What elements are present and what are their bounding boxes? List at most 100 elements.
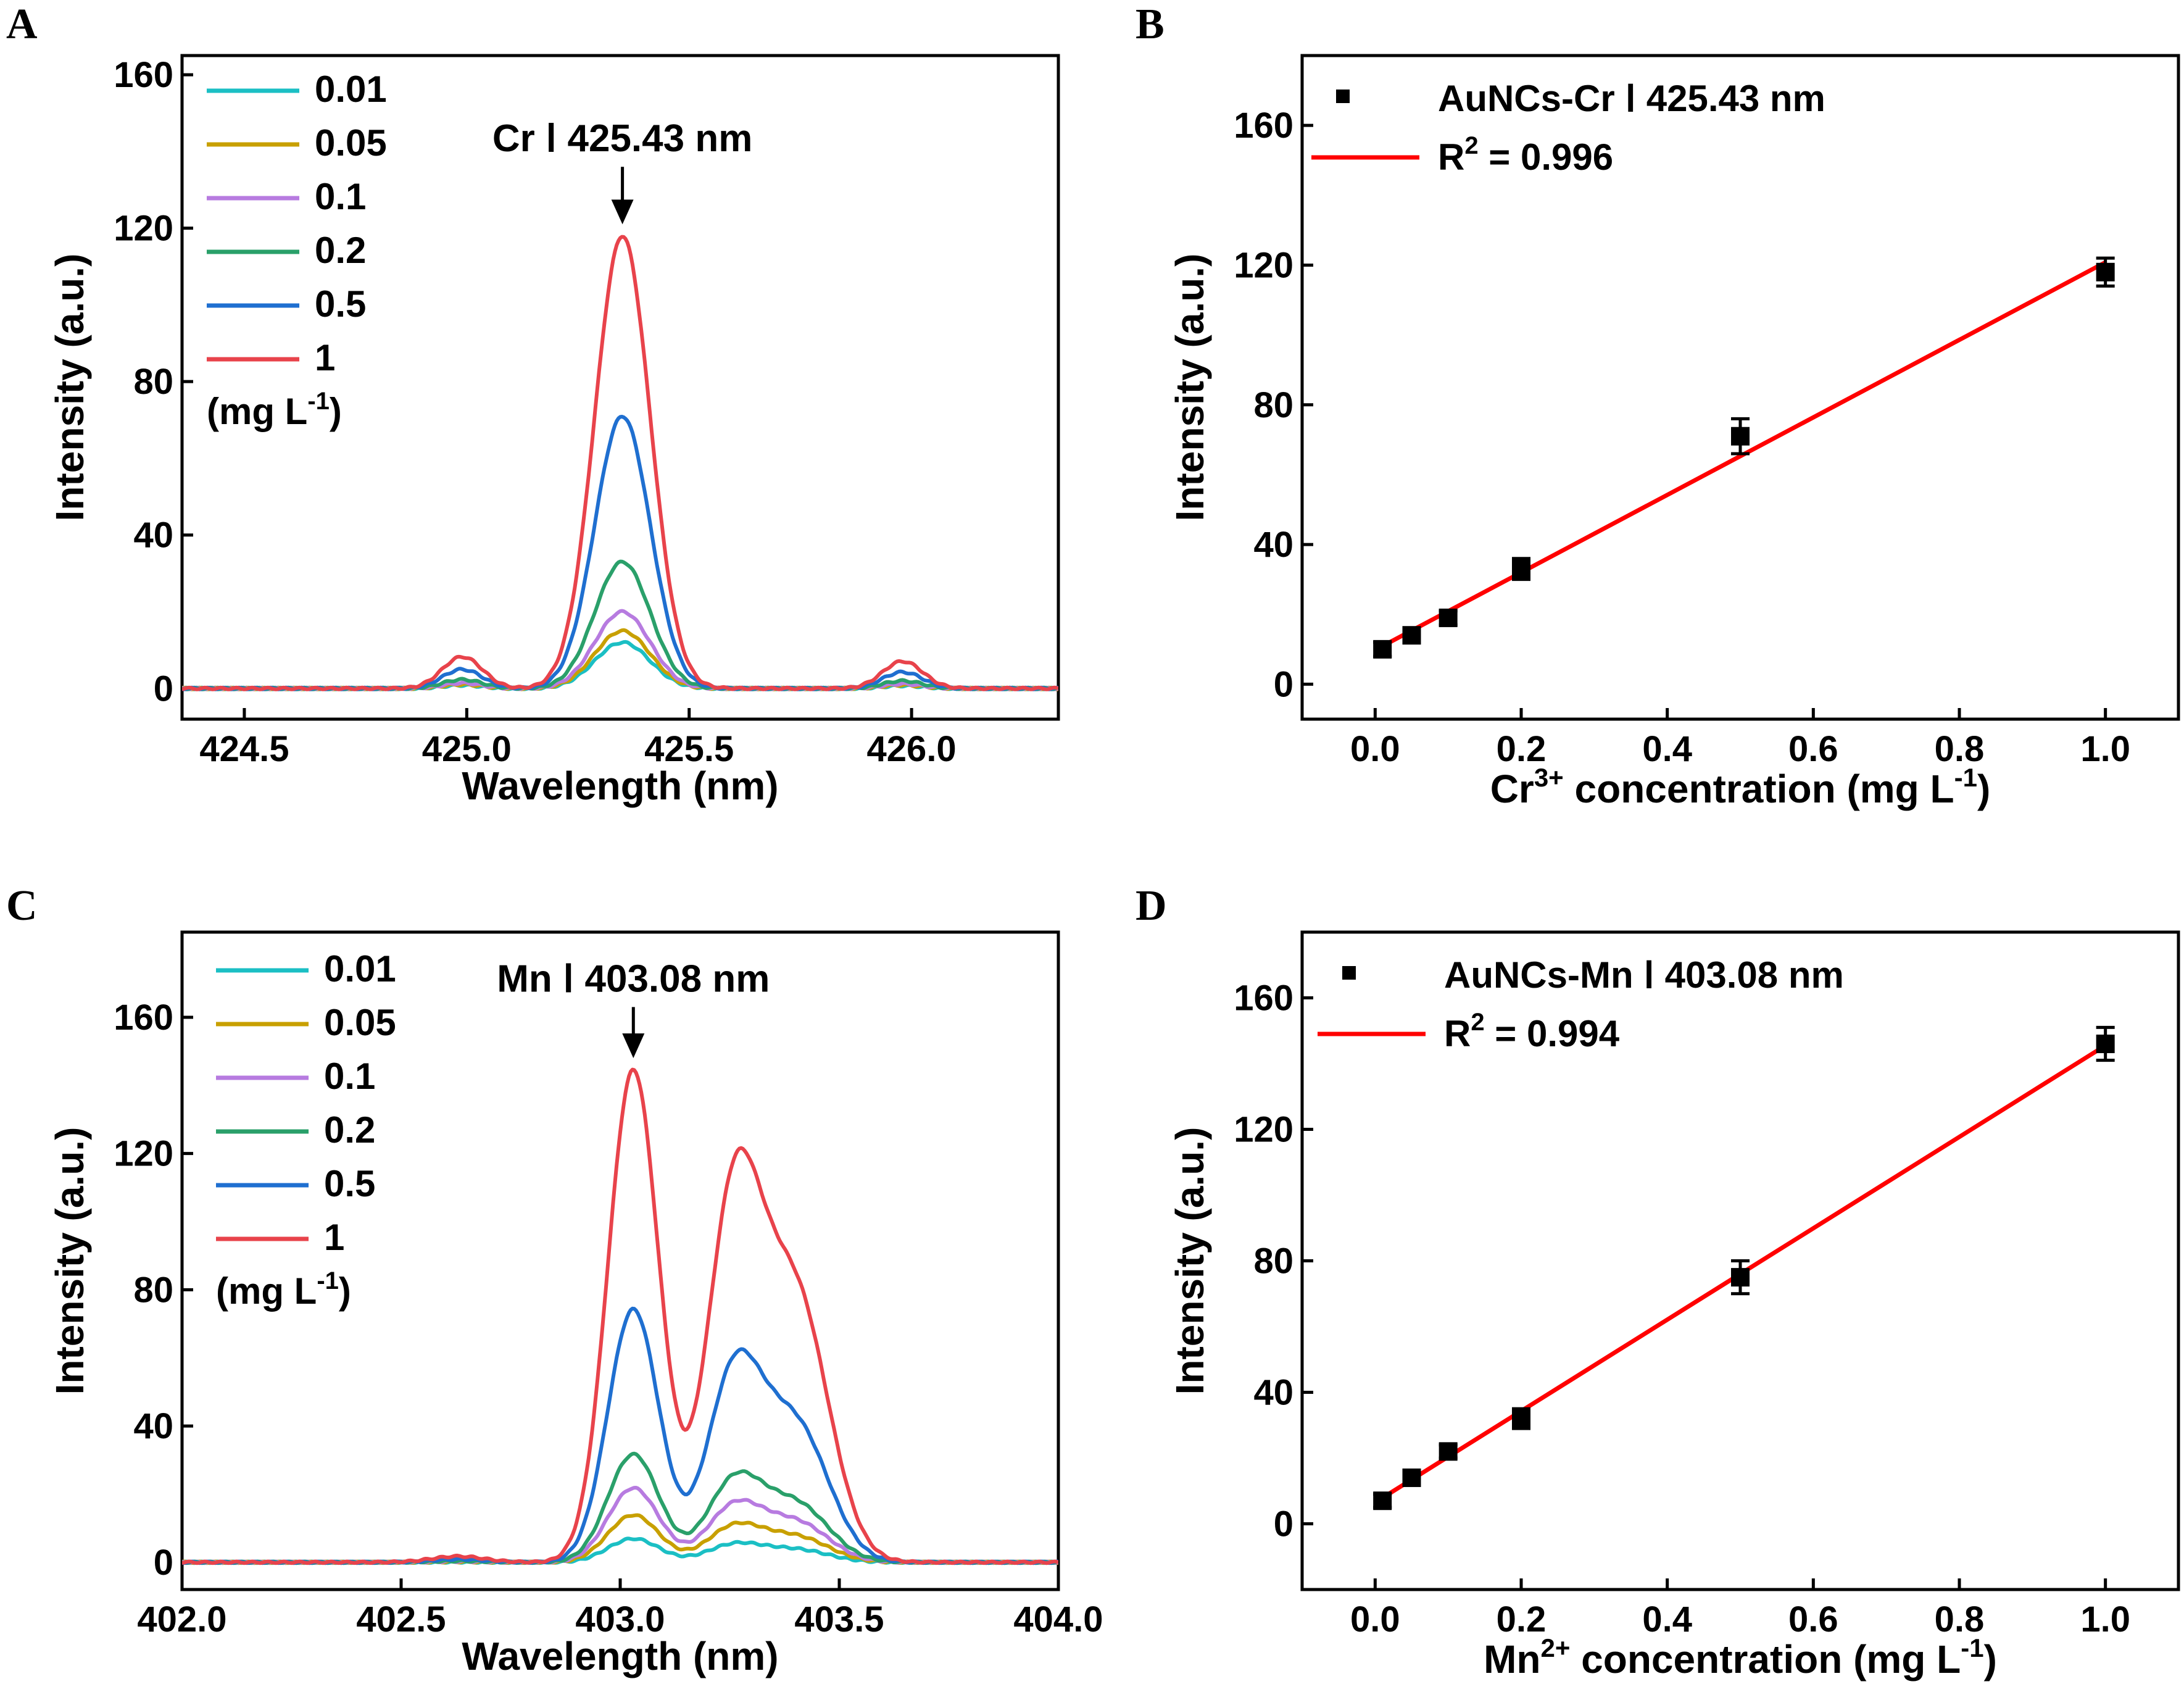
y-tick-label: 40	[133, 515, 173, 556]
x-tick-label: 424.5	[199, 729, 289, 769]
data-point	[1439, 608, 1458, 627]
y-tick-label: 160	[114, 55, 173, 95]
plot-frame	[180, 930, 1060, 1591]
spectrum-line-0.5	[182, 415, 1058, 691]
y-tick-label: 120	[114, 209, 173, 249]
spectra-group	[182, 235, 1058, 691]
panel-c: C 402.0 402.5 403.0 403.5 404.0 0 40 80 120 160 Int…	[6, 882, 1103, 1678]
x-tick-label: 425.5	[644, 729, 734, 769]
x-axis-label-sup2: -1	[1954, 763, 1977, 792]
x-tick-label: 0.4	[1642, 1599, 1692, 1640]
x-axis-label: Wavelength (nm)	[462, 1634, 778, 1678]
x-tick-label: 404.0	[1013, 1599, 1103, 1640]
legend-fit-base: R	[1444, 1013, 1471, 1054]
x-tick-label: 0.2	[1497, 1599, 1547, 1640]
spectrum-line-0.01	[182, 1536, 1058, 1565]
data-point	[1373, 640, 1392, 659]
peak-annotation: Cr Ⅰ 425.43 nm	[492, 117, 753, 160]
panel-d: D 0.0 0.2 0.4 0.6 0.8 1.0 0 40 80 120 160 Intensity …	[1136, 882, 2180, 1682]
x-tick-label: 0.8	[1935, 1599, 1985, 1640]
y-axis-label: Intensity (a.u.)	[48, 1127, 92, 1395]
y-tick-label: 0	[154, 669, 173, 709]
data-point	[1512, 559, 1530, 578]
legend-label: 0.01	[315, 69, 387, 110]
panel-label: C	[6, 882, 38, 930]
legend-point-marker	[1336, 90, 1350, 103]
x-tick-label: 0.0	[1350, 1599, 1400, 1640]
legend-label: 0.2	[315, 230, 366, 271]
plot-frame	[180, 54, 1060, 721]
spectrum-line-0.1	[182, 1486, 1058, 1565]
x-tick-label: 0.2	[1497, 729, 1547, 769]
y-tick-label: 40	[1253, 525, 1293, 565]
panel-b: B 0.0 0.2 0.4 0.6 0.8 1.0 0 40 80 120 160 Intensity …	[1136, 1, 2180, 811]
x-axis-label-end: )	[1984, 1637, 1997, 1682]
data-point	[1731, 1268, 1750, 1287]
x-tick-label: 402.5	[356, 1599, 446, 1640]
data-point	[1402, 626, 1421, 645]
y-tick-label: 120	[1234, 245, 1293, 285]
legend-unit-close: )	[339, 1270, 351, 1312]
spectrum-line-0.05	[182, 1513, 1058, 1565]
legend-unit: (mg L-1)	[216, 1267, 351, 1312]
legend-label: 0.1	[315, 176, 366, 217]
legend-unit: (mg L-1)	[207, 388, 342, 432]
legend-unit-close: )	[330, 391, 342, 432]
x-tick-label: 402.0	[137, 1599, 226, 1640]
y-tick-label: 160	[1234, 978, 1293, 1019]
y-tick-label: 80	[1253, 1241, 1293, 1282]
data-point	[2096, 1035, 2115, 1054]
legend-label: 0.5	[315, 283, 366, 325]
x-axis-label-mid: concentration (mg L	[1564, 767, 1954, 811]
legend-unit-sup: -1	[307, 388, 330, 415]
data-point	[1731, 427, 1750, 446]
legend-unit-sup: -1	[317, 1267, 339, 1294]
y-tick-label: 80	[133, 1270, 173, 1310]
y-tick-label: 160	[114, 998, 173, 1038]
x-tick-label: 1.0	[2080, 729, 2130, 769]
legend-point-marker	[1342, 966, 1356, 980]
y-axis-label: Intensity (a.u.)	[1168, 1127, 1212, 1395]
x-axis-label-base: Cr	[1490, 767, 1534, 811]
y-tick-label: 120	[114, 1134, 173, 1174]
legend-label: 1	[315, 337, 335, 378]
legend-fit-sup: 2	[1464, 132, 1478, 159]
x-tick-label: 426.0	[867, 729, 957, 769]
spectrum-line-1	[182, 235, 1058, 691]
x-tick-label: 0.0	[1350, 729, 1400, 769]
y-tick-label: 160	[1234, 106, 1293, 146]
legend-label: 0.2	[324, 1109, 375, 1151]
legend-unit-base: (mg L	[207, 391, 307, 432]
x-axis-label-sup2: -1	[1961, 1633, 1983, 1662]
x-tick-label: 0.8	[1935, 729, 1985, 769]
peak-arrow-head	[611, 199, 634, 225]
spectrum-line-0.2	[182, 559, 1058, 691]
legend-label: 0.01	[324, 948, 396, 990]
x-tick-label: 403.0	[575, 1599, 665, 1640]
y-tick-label: 0	[1274, 664, 1293, 704]
x-tick-label: 1.0	[2080, 1599, 2130, 1640]
y-axis-label: Intensity (a.u.)	[1168, 254, 1212, 522]
x-tick-label: 0.4	[1642, 729, 1692, 769]
x-axis-label: Mn2+ concentration (mg L-1)	[1484, 1633, 1997, 1682]
x-axis-label: Wavelength (nm)	[462, 764, 778, 808]
panel-label: D	[1136, 882, 1167, 930]
data-point	[1512, 1409, 1530, 1428]
y-tick-label: 80	[133, 362, 173, 402]
y-tick-label: 40	[1253, 1373, 1293, 1413]
legend-fit-sup: 2	[1471, 1009, 1484, 1036]
legend-label: 0.1	[324, 1056, 375, 1097]
data-point	[1373, 1491, 1392, 1511]
spectrum-line-0.1	[182, 609, 1058, 691]
spectra-group	[182, 1067, 1058, 1565]
data-point	[1439, 1442, 1458, 1461]
legend-unit-base: (mg L	[216, 1270, 317, 1312]
y-tick-label: 40	[133, 1406, 173, 1446]
legend-label: 0.05	[324, 1002, 396, 1043]
y-axis-label: Intensity (a.u.)	[48, 254, 92, 522]
y-tick-label: 0	[154, 1543, 173, 1583]
data-point	[1402, 1468, 1421, 1487]
legend-fit-label: R2 = 0.994	[1444, 1009, 1620, 1054]
